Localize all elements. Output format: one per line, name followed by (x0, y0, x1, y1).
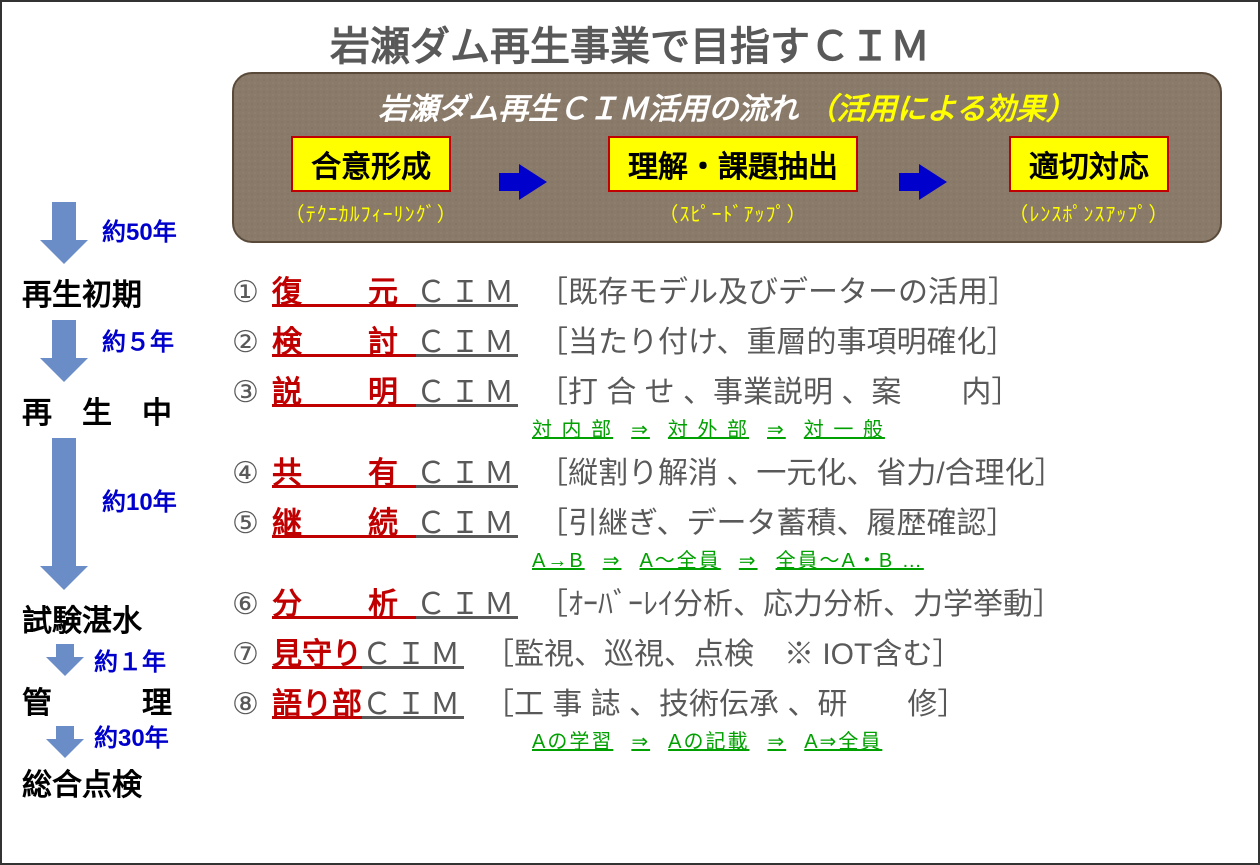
phase-label-2: 再 生 中 (22, 388, 222, 432)
flow-row: 合意形成 （ﾃｸﾆｶﾙﾌｨｰﾘﾝｸﾞ） 理解・課題抽出 （ｽﾋﾟｰﾄﾞｱｯﾌﾟ）… (254, 136, 1200, 227)
cim-green-subrow: A→B⇒A～全員⇒全員～A・B … (532, 544, 1232, 573)
flow-box-title: 岩瀬ダム再生ＣＩＭ活用の流れ （活用による効果） (254, 84, 1200, 128)
cim-name: 共 有 (272, 448, 416, 492)
cim-suffix: ＣＩＭ (416, 498, 518, 542)
flow-step-1: 合意形成 （ﾃｸﾆｶﾙﾌｨｰﾘﾝｸﾞ） (285, 136, 458, 227)
cim-number: ② (232, 325, 272, 360)
cim-description: ［監視、巡視、点検 ※ IOT含む］ (484, 629, 962, 673)
arrow-right-icon (519, 164, 547, 200)
arrow-down-icon (52, 438, 76, 568)
year-label-1: 約50年 (102, 212, 177, 247)
flow-pill-3: 適切対応 (1009, 136, 1169, 192)
cim-name: 継 続 (272, 498, 416, 542)
cim-name: 語り部 (272, 679, 362, 723)
arrow-right-icon (919, 164, 947, 200)
cim-row: ③説 明ＣＩＭ ［打 合 せ 、事業説明 、案 内］ (232, 367, 1232, 411)
timeline-column: 約50年 再生初期 約５年 再 生 中 約10年 試験湛水 約１年 管 理 約3… (22, 202, 222, 804)
cim-green-subrow: 対 内 部⇒対 外 部⇒対 一 般 (532, 413, 1232, 442)
cim-description: ［引継ぎ、データ蓄積、履歴確認］ (538, 498, 1017, 542)
cim-suffix: ＣＩＭ (416, 267, 518, 311)
cim-number: ① (232, 275, 272, 310)
flow-pill-1: 合意形成 (291, 136, 451, 192)
phase-label-3: 試験湛水 (22, 596, 222, 640)
flow-sub-3: （ﾚﾝｽﾎﾟﾝｽｱｯﾌﾟ） (1008, 198, 1169, 227)
arrow-down-icon (52, 320, 76, 360)
arrow-down-icon (56, 726, 74, 740)
flow-sub-2: （ｽﾋﾟｰﾄﾞｱｯﾌﾟ） (608, 198, 858, 227)
cim-number: ⑤ (232, 506, 272, 541)
phase-label-4: 管 理 (22, 678, 222, 722)
cim-number: ⑦ (232, 637, 272, 672)
cim-row: ⑧語り部ＣＩＭ ［工 事 誌 、技術伝承 、研 修］ (232, 679, 1232, 723)
flow-box: 岩瀬ダム再生ＣＩＭ活用の流れ （活用による効果） 合意形成 （ﾃｸﾆｶﾙﾌｨｰﾘ… (232, 72, 1222, 243)
phase-label-1: 再生初期 (22, 270, 222, 314)
cim-suffix: ＣＩＭ (416, 448, 518, 492)
arrow-down-icon (56, 644, 74, 658)
flow-sub-1: （ﾃｸﾆｶﾙﾌｨｰﾘﾝｸﾞ） (285, 198, 458, 227)
year-label-4: 約１年 (94, 642, 166, 677)
cim-list: ①復 元ＣＩＭ［既存モデル及びデーターの活用］②検 討ＣＩＭ［当たり付け、重層的… (232, 267, 1232, 760)
cim-name: 検 討 (272, 317, 416, 361)
page-title: 岩瀬ダム再生事業で目指すＣＩＭ (2, 14, 1258, 72)
cim-row: ①復 元ＣＩＭ ［既存モデル及びデーターの活用］ (232, 267, 1232, 311)
cim-name: 見守り (272, 629, 362, 673)
cim-description: ［当たり付け、重層的事項明確化］ (538, 317, 1017, 361)
flow-step-3: 適切対応 （ﾚﾝｽﾎﾟﾝｽｱｯﾌﾟ） (1008, 136, 1169, 227)
cim-description: ［既存モデル及びデーターの活用］ (538, 267, 1018, 311)
cim-row: ⑦見守りＣＩＭ ［監視、巡視、点検 ※ IOT含む］ (232, 629, 1232, 673)
flow-title-sub: （活用による効果） (807, 93, 1076, 126)
cim-row: ⑤継 続ＣＩＭ ［引継ぎ、データ蓄積、履歴確認］ (232, 498, 1232, 542)
cim-row: ②検 討ＣＩＭ ［当たり付け、重層的事項明確化］ (232, 317, 1232, 361)
cim-name: 分 析 (272, 579, 416, 623)
flow-title-main: 岩瀬ダム再生ＣＩＭ活用の流れ (378, 93, 798, 126)
flow-pill-2: 理解・課題抽出 (608, 136, 858, 192)
cim-number: ④ (232, 456, 272, 491)
cim-name: 説 明 (272, 367, 416, 411)
cim-suffix: ＣＩＭ (416, 579, 518, 623)
cim-description: ［ｵｰﾊﾞｰﾚｲ分析、応力分析、力学挙動］ (538, 579, 1063, 623)
cim-suffix: ＣＩＭ (416, 367, 518, 411)
cim-green-subrow: Aの学習⇒Aの記載⇒A⇒全員 (532, 725, 1232, 754)
cim-suffix: ＣＩＭ (362, 629, 464, 673)
arrow-down-icon (52, 202, 76, 242)
year-label-3: 約10年 (102, 482, 177, 517)
cim-number: ③ (232, 375, 272, 410)
flow-step-2: 理解・課題抽出 （ｽﾋﾟｰﾄﾞｱｯﾌﾟ） (608, 136, 858, 227)
phase-label-5: 総合点検 (22, 760, 222, 804)
cim-name: 復 元 (272, 267, 416, 311)
year-label-5: 約30年 (94, 718, 169, 753)
cim-row: ④共 有ＣＩＭ ［縦割り解消 、一元化、省力/合理化］ (232, 448, 1232, 492)
cim-number: ⑥ (232, 587, 272, 622)
cim-description: ［縦割り解消 、一元化、省力/合理化］ (538, 448, 1065, 492)
cim-number: ⑧ (232, 687, 272, 722)
year-label-2: 約５年 (102, 322, 174, 357)
cim-row: ⑥分 析ＣＩＭ ［ｵｰﾊﾞｰﾚｲ分析、応力分析、力学挙動］ (232, 579, 1232, 623)
cim-description: ［工 事 誌 、技術伝承 、研 修］ (484, 679, 967, 723)
cim-suffix: ＣＩＭ (416, 317, 518, 361)
cim-description: ［打 合 せ 、事業説明 、案 内］ (538, 367, 1021, 411)
cim-suffix: ＣＩＭ (362, 679, 464, 723)
